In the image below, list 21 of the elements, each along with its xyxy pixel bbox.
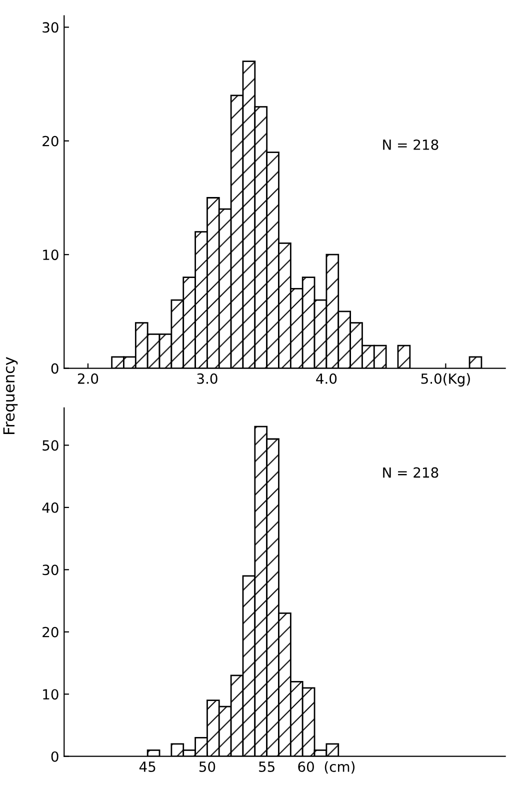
y-tick-label: 0 [51, 751, 58, 762]
y-tick-label: 50 [42, 440, 58, 451]
x-tick-label: 60 (cm) [298, 761, 355, 774]
annotation: N = 218 [383, 139, 438, 150]
x-tick-label: 5.0(Kg) [421, 373, 470, 387]
y-tick-label: 10 [43, 250, 58, 260]
y-tick-label: 40 [42, 502, 58, 513]
x-tick-label: 4.0 [316, 373, 337, 384]
annotation: N = 218 [383, 467, 438, 478]
y-tick-label: 10 [43, 689, 58, 700]
x-tick-label: 3.0 [197, 373, 218, 384]
y-tick-label: 20 [42, 136, 58, 146]
y-tick-label: 30 [42, 564, 58, 576]
x-tick-label: 2.0 [78, 373, 98, 384]
x-tick-label: 55 [259, 762, 274, 772]
y-axis-title: Frequency [3, 356, 18, 434]
y-tick-label: 20 [42, 626, 58, 638]
x-tick-label: 50 [199, 761, 216, 772]
y-tick-label: 30 [42, 22, 58, 33]
x-tick-label: 45 [139, 762, 156, 772]
y-tick-label: 0 [51, 363, 58, 374]
